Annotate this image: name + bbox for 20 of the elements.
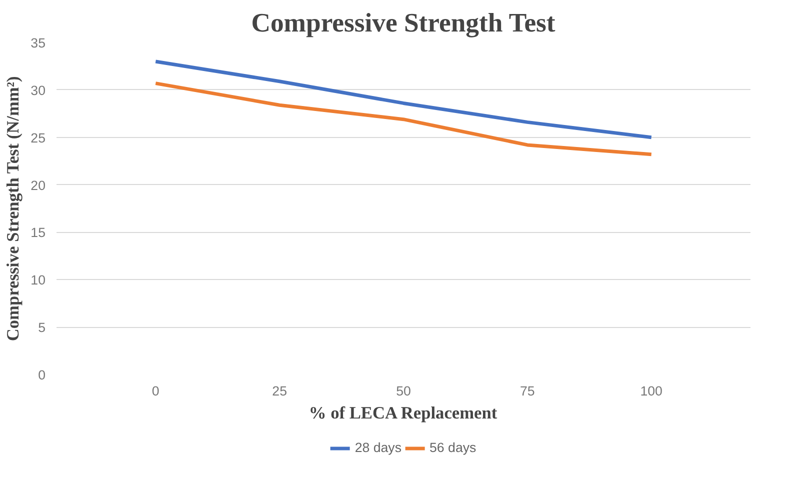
x-axis-title: % of LECA Replacement (308, 404, 498, 422)
x-tick-label: 75 (520, 384, 535, 398)
y-tick-label: 10 (30, 272, 46, 288)
y-tick-label: 30 (30, 82, 46, 98)
chart-title: Compressive Strength Test (251, 8, 556, 38)
y-tick-label: 25 (30, 130, 46, 146)
y-tick-label: 0 (38, 368, 46, 382)
line-series (154, 60, 654, 140)
x-tick-label: 0 (152, 384, 160, 398)
line-series (154, 82, 654, 156)
y-tick-label: 20 (30, 178, 46, 193)
x-tick-label: 100 (640, 384, 662, 398)
y-axis-title: Compressive Strength Test (N/mm²) (4, 76, 23, 342)
y-tick-label: 15 (30, 225, 46, 240)
y-tick-label: 35 (30, 36, 46, 50)
x-tick-label: 50 (396, 384, 411, 398)
x-tick-label: 25 (272, 384, 287, 398)
y-tick-label: 5 (38, 320, 46, 336)
legend-label: 28 days (354, 440, 402, 455)
legend-label: 56 days (430, 440, 476, 455)
